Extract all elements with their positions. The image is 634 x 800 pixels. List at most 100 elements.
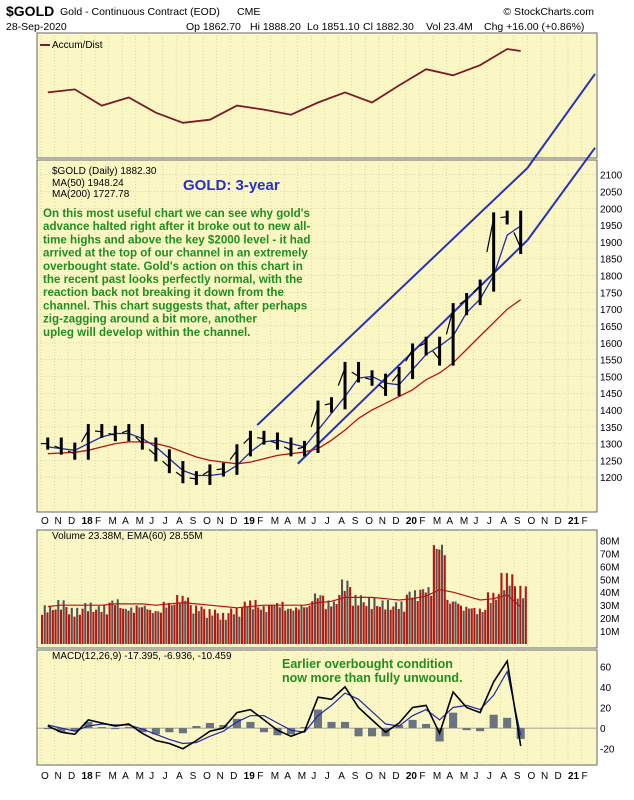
- volume-bar: [300, 605, 303, 644]
- volume-bar: [132, 612, 135, 644]
- volume-bar: [416, 601, 419, 644]
- x-tick-label: S: [190, 771, 197, 782]
- header-change: Chg +16.00 (+0.86%): [484, 21, 584, 33]
- volume-bar: [143, 605, 146, 644]
- x-tick-label: 19: [244, 516, 256, 527]
- volume-bar: [484, 609, 487, 644]
- volume-bar: [92, 611, 95, 644]
- volume-bar: [292, 610, 295, 644]
- volume-bar: [224, 619, 227, 644]
- y-tick-label: 2050: [600, 188, 623, 199]
- y-tick-label: 1200: [600, 473, 623, 484]
- volume-bar: [140, 607, 144, 644]
- volume-bar: [440, 544, 444, 644]
- annotation-line: time highs and above the key $2000 level…: [43, 233, 310, 246]
- price-legend-ma200: MA(200) 1727.78: [52, 189, 130, 200]
- macd-annotation-line: Earlier overbought condition: [282, 657, 453, 671]
- volume-bar: [522, 598, 525, 644]
- volume-bar: [338, 595, 341, 644]
- macd-annotation-line: now more than fully unwound.: [282, 671, 463, 685]
- volume-bar: [422, 589, 425, 644]
- volume-ema-line: [47, 588, 522, 609]
- volume-bar: [73, 616, 76, 644]
- macd-hist-bar: [151, 728, 160, 735]
- price-link: [486, 218, 495, 253]
- price-link: [202, 469, 211, 476]
- x-tick-label: N: [379, 771, 386, 782]
- volume-bar: [408, 591, 411, 644]
- volume-bar: [162, 601, 165, 644]
- volume-bar: [303, 607, 306, 644]
- volume-bar: [319, 595, 322, 644]
- x-tick-label: O: [527, 771, 535, 782]
- volume-bar: [400, 601, 403, 644]
- x-tick-label: O: [41, 771, 49, 782]
- macd-hist-bar: [232, 718, 241, 729]
- volume-bar: [41, 614, 44, 644]
- volume-bar: [389, 609, 392, 644]
- annotation-main: On this most useful chart we can see why…: [43, 207, 310, 339]
- x-tick-label: 21: [568, 516, 580, 527]
- vol-y-tick: 20M: [600, 614, 619, 625]
- annotation-line: the recent past looks perfectly normal, …: [43, 273, 303, 286]
- x-tick-label: M: [109, 771, 117, 782]
- price-link: [257, 437, 265, 440]
- header-low: Lo 1851.10: [307, 21, 360, 33]
- volume-bar: [127, 610, 130, 644]
- y-tick-label: 2100: [600, 171, 623, 182]
- volume-bar: [216, 613, 219, 644]
- x-tick-label: A: [338, 516, 345, 527]
- x-tick-label: M: [298, 771, 306, 782]
- x-tick-label: J: [473, 771, 478, 782]
- y-tick-label: 1450: [600, 389, 623, 400]
- x-tick-label: M: [136, 771, 144, 782]
- x-tick-label: D: [392, 771, 399, 782]
- vol-y-tick: 60M: [600, 562, 619, 573]
- price-link: [121, 429, 130, 434]
- volume-bar: [432, 545, 435, 644]
- x-tick-label: F: [95, 516, 101, 527]
- volume-bar: [197, 611, 200, 644]
- volume-bar: [465, 606, 468, 644]
- volume-bar: [151, 613, 154, 644]
- volume-bar: [376, 606, 379, 644]
- volume-bar: [481, 611, 484, 644]
- volume-bar: [89, 602, 92, 644]
- macd-hist-bar: [57, 728, 66, 733]
- macd-hist-bar: [178, 728, 187, 734]
- macd-hist-bar: [367, 728, 377, 737]
- panel-price: [36, 159, 598, 513]
- x-tick-label: A: [446, 516, 453, 527]
- volume-bar: [513, 586, 517, 644]
- x-tick-label: O: [365, 516, 373, 527]
- macd-hist-bar: [354, 728, 363, 737]
- x-tick-label: O: [41, 516, 49, 527]
- volume-bar: [335, 604, 338, 644]
- x-tick-label: D: [230, 771, 237, 782]
- vol-y-tick: 10M: [600, 627, 619, 638]
- y-tick-label: 1800: [600, 272, 623, 283]
- annotation-line: reaction back not breaking it down from …: [43, 286, 284, 299]
- price-legend-ma50: MA(50) 1948.24: [52, 178, 124, 189]
- volume-bar: [286, 608, 290, 644]
- volume-bar: [70, 607, 73, 644]
- y-tick-label: 1850: [600, 255, 623, 266]
- volume-bar: [443, 555, 446, 644]
- macd-hist-bar: [273, 728, 282, 736]
- macd-hist-bar: [449, 712, 458, 729]
- volume-bar: [424, 592, 427, 644]
- volume-bar: [108, 602, 111, 644]
- header-close: Cl 1882.30: [363, 21, 414, 33]
- volume-bar: [419, 589, 422, 644]
- price-link: [94, 430, 102, 433]
- x-tick-label: S: [352, 771, 359, 782]
- volume-bar: [273, 605, 276, 644]
- x-tick-label: M: [271, 516, 279, 527]
- x-tick-label: D: [392, 516, 399, 527]
- volume-bar: [251, 609, 254, 644]
- volume-bar: [76, 607, 79, 644]
- price-link: [162, 460, 170, 468]
- volume-bar: [508, 585, 511, 644]
